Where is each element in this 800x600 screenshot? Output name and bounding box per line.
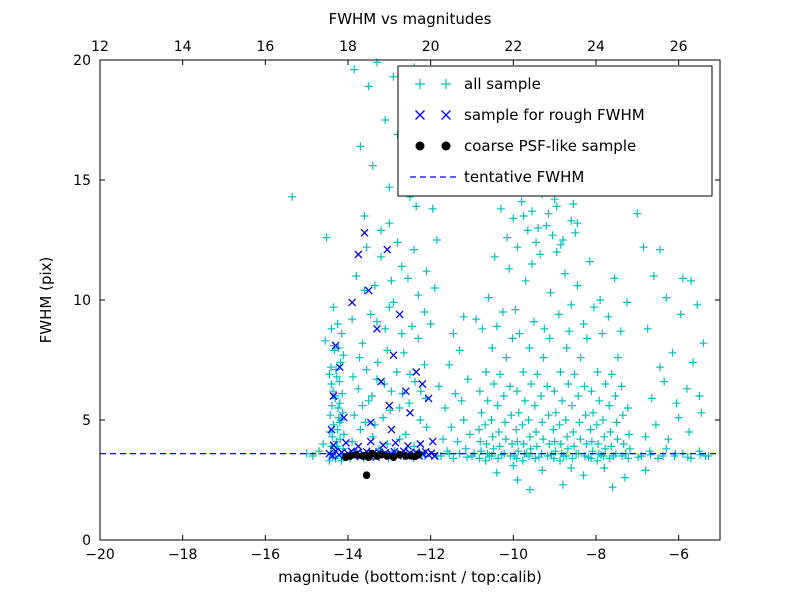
legend: all sample sample for rough FWHM coarse PS… bbox=[397, 65, 713, 197]
svg-text:14: 14 bbox=[174, 39, 192, 55]
svg-text:26: 26 bbox=[670, 39, 688, 55]
svg-text:15: 15 bbox=[73, 173, 91, 189]
svg-text:20: 20 bbox=[422, 39, 440, 55]
svg-text:−6: −6 bbox=[668, 547, 689, 563]
svg-text:−20: −20 bbox=[85, 547, 115, 563]
legend-label: tentative FWHM bbox=[464, 168, 584, 186]
x-axis-top-ticks: 12 14 16 18 20 22 24 26 bbox=[91, 39, 688, 65]
series-coarse-PSF-like-sample bbox=[342, 449, 423, 480]
svg-text:−12: −12 bbox=[416, 547, 446, 563]
svg-text:12: 12 bbox=[91, 39, 109, 55]
series-sample-for-rough-FWHM bbox=[325, 228, 439, 462]
svg-text:−8: −8 bbox=[586, 547, 607, 563]
svg-text:22: 22 bbox=[504, 39, 522, 55]
svg-text:24: 24 bbox=[587, 39, 605, 55]
svg-text:−10: −10 bbox=[499, 547, 529, 563]
legend-label: all sample bbox=[464, 75, 541, 93]
svg-text:5: 5 bbox=[82, 413, 91, 429]
svg-text:18: 18 bbox=[339, 39, 357, 55]
svg-text:−14: −14 bbox=[333, 547, 363, 563]
x-axis-bottom-ticks: −20 −18 −16 −14 −12 −10 −8 −6 bbox=[85, 535, 689, 563]
legend-label: coarse PSF-like sample bbox=[464, 137, 636, 155]
svg-text:20: 20 bbox=[73, 53, 91, 69]
svg-text:−18: −18 bbox=[168, 547, 198, 563]
chart-title: FWHM vs magnitudes bbox=[328, 10, 492, 28]
svg-text:10: 10 bbox=[73, 293, 91, 309]
svg-text:0: 0 bbox=[82, 533, 91, 549]
svg-text:−16: −16 bbox=[251, 547, 281, 563]
x-axis-label: magnitude (bottom:isnt / top:calib) bbox=[278, 568, 542, 586]
y-axis-ticks: 0 5 10 15 20 bbox=[73, 53, 720, 549]
svg-text:16: 16 bbox=[256, 39, 274, 55]
legend-label: sample for rough FWHM bbox=[464, 106, 645, 124]
